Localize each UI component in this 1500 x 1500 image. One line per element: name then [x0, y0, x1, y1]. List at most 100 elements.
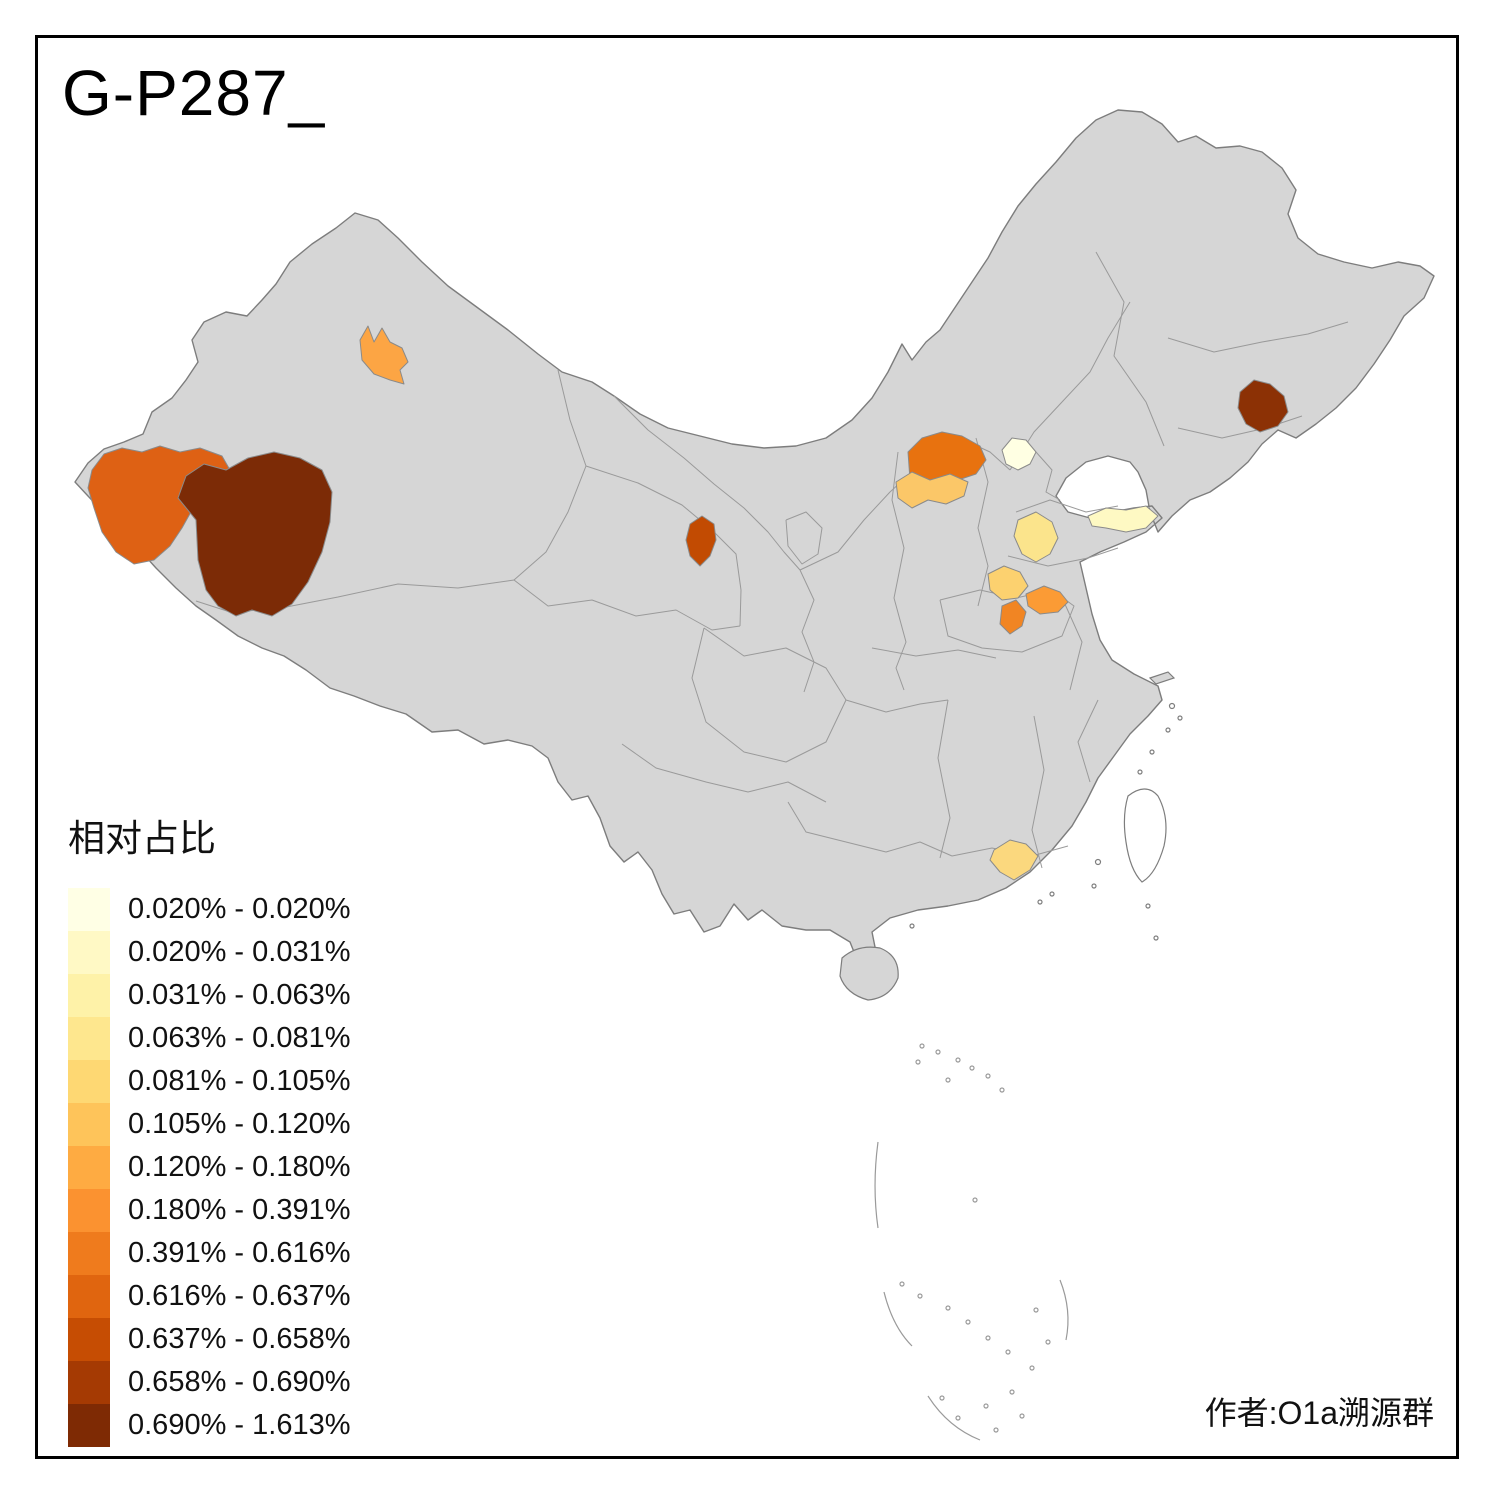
- colored-region-henan-east: [1025, 585, 1069, 615]
- legend-label: 0.180% - 0.391%: [128, 1194, 351, 1226]
- legend-label: 0.020% - 0.031%: [128, 936, 351, 968]
- islet-dot: [985, 1073, 991, 1079]
- colored-region-guangdong-east: [989, 839, 1039, 881]
- legend-swatch: [68, 974, 110, 1017]
- legend-item: 0.690% - 1.613%: [68, 1404, 350, 1447]
- legend-item: 0.180% - 0.391%: [68, 1189, 350, 1232]
- islet-dot: [955, 1415, 961, 1421]
- boundary-line: [787, 801, 847, 843]
- islet-dot: [935, 1049, 941, 1055]
- island-dot: [1049, 891, 1055, 897]
- islet-dot: [985, 1335, 991, 1341]
- legend-swatch: [68, 1189, 110, 1232]
- legend-swatch: [68, 1404, 110, 1447]
- legend-swatch: [68, 1318, 110, 1361]
- boundary-line: [621, 743, 827, 803]
- legend-item: 0.020% - 0.031%: [68, 931, 350, 974]
- boundary-line: [1077, 699, 1099, 783]
- boundary-line: [1063, 601, 1083, 691]
- legend-item: 0.637% - 0.658%: [68, 1318, 350, 1361]
- china-mainland-shape: [74, 109, 1435, 979]
- islands: [839, 671, 1183, 1001]
- islet-dot: [945, 1305, 951, 1311]
- colored-region-henan-north: [987, 565, 1029, 601]
- boundary-line: [1095, 251, 1165, 447]
- boundary-line: [1167, 321, 1349, 353]
- boundary-line: [1035, 451, 1061, 501]
- islet-dot: [945, 1077, 951, 1083]
- boundary-line: [937, 699, 951, 859]
- islet-dot: [993, 1427, 999, 1433]
- colored-region-north-xinjiang: [359, 325, 409, 385]
- islet-dot: [983, 1403, 989, 1409]
- sea-boundary-dash: [927, 1395, 981, 1441]
- islet-dot: [915, 1059, 921, 1065]
- legend-label: 0.063% - 0.081%: [128, 1022, 351, 1054]
- legend-swatch: [68, 1060, 110, 1103]
- islet-dot: [1045, 1339, 1051, 1345]
- boundary-line: [691, 627, 847, 763]
- legend-item: 0.105% - 0.120%: [68, 1103, 350, 1146]
- islet-dot: [899, 1281, 905, 1287]
- legend-swatch: [68, 1232, 110, 1275]
- islet-dot: [1005, 1349, 1011, 1355]
- islet-dot: [969, 1065, 975, 1071]
- colored-region-henan-south: [999, 599, 1027, 635]
- colored-region-south-xinjiang: [177, 451, 333, 617]
- legend-label: 0.081% - 0.105%: [128, 1065, 351, 1097]
- island-dot: [1137, 769, 1143, 775]
- colored-regions: [87, 325, 1289, 881]
- islet-dot: [917, 1293, 923, 1299]
- legend-swatch: [68, 931, 110, 974]
- islet-dot: [919, 1043, 925, 1049]
- island-dot: [1153, 935, 1159, 941]
- hainan-island: [839, 946, 899, 1001]
- legend-label: 0.690% - 1.613%: [128, 1409, 351, 1441]
- islet-dot: [1019, 1413, 1025, 1419]
- island-dot: [1037, 899, 1043, 905]
- legend-item: 0.063% - 0.081%: [68, 1017, 350, 1060]
- legend-item: 0.616% - 0.637%: [68, 1275, 350, 1318]
- colored-region-jilin: [1237, 379, 1289, 433]
- boundary-line: [891, 451, 907, 691]
- island-dot: [1091, 883, 1097, 889]
- legend-label: 0.031% - 0.063%: [128, 979, 351, 1011]
- legend-swatch: [68, 888, 110, 931]
- legend-item: 0.658% - 0.690%: [68, 1361, 350, 1404]
- chongming-island: [1148, 671, 1176, 685]
- boundary-line: [1177, 415, 1303, 439]
- islet-dot: [955, 1057, 961, 1063]
- island-dot: [1145, 903, 1151, 909]
- boundary-line: [845, 699, 949, 713]
- legend-swatch: [68, 1017, 110, 1060]
- legend-label: 0.658% - 0.690%: [128, 1366, 351, 1398]
- legend-swatch: [68, 1361, 110, 1404]
- island-dot: [1165, 727, 1171, 733]
- island-dot: [1094, 858, 1102, 866]
- boundary-line: [1015, 499, 1119, 513]
- colored-region-shanxi-west: [895, 471, 969, 509]
- boundary-line: [845, 841, 953, 857]
- legend-item: 0.020% - 0.020%: [68, 888, 350, 931]
- islet-dot: [965, 1319, 971, 1325]
- legend-label: 0.391% - 0.616%: [128, 1237, 351, 1269]
- island-dot: [909, 923, 915, 929]
- legend-swatch: [68, 1103, 110, 1146]
- sea-boundary-dash: [883, 1291, 913, 1347]
- island-dot: [1149, 749, 1155, 755]
- legend-label: 0.020% - 0.020%: [128, 893, 351, 925]
- legend-item: 0.391% - 0.616%: [68, 1232, 350, 1275]
- taiwan-island: [1123, 788, 1167, 883]
- colored-region-shandong-peninsula: [1087, 505, 1159, 533]
- figure-title: G-P287_: [62, 57, 326, 129]
- legend-item: 0.081% - 0.105%: [68, 1060, 350, 1103]
- legend-swatch: [68, 1275, 110, 1318]
- boundary-line: [785, 511, 823, 565]
- colored-region-shandong-central: [1013, 511, 1059, 563]
- boundary-line: [975, 437, 989, 607]
- legend-label: 0.616% - 0.637%: [128, 1280, 351, 1312]
- island-dot: [1177, 715, 1183, 721]
- boundary-line: [871, 647, 997, 659]
- sea-boundary-dash: [1059, 1279, 1069, 1341]
